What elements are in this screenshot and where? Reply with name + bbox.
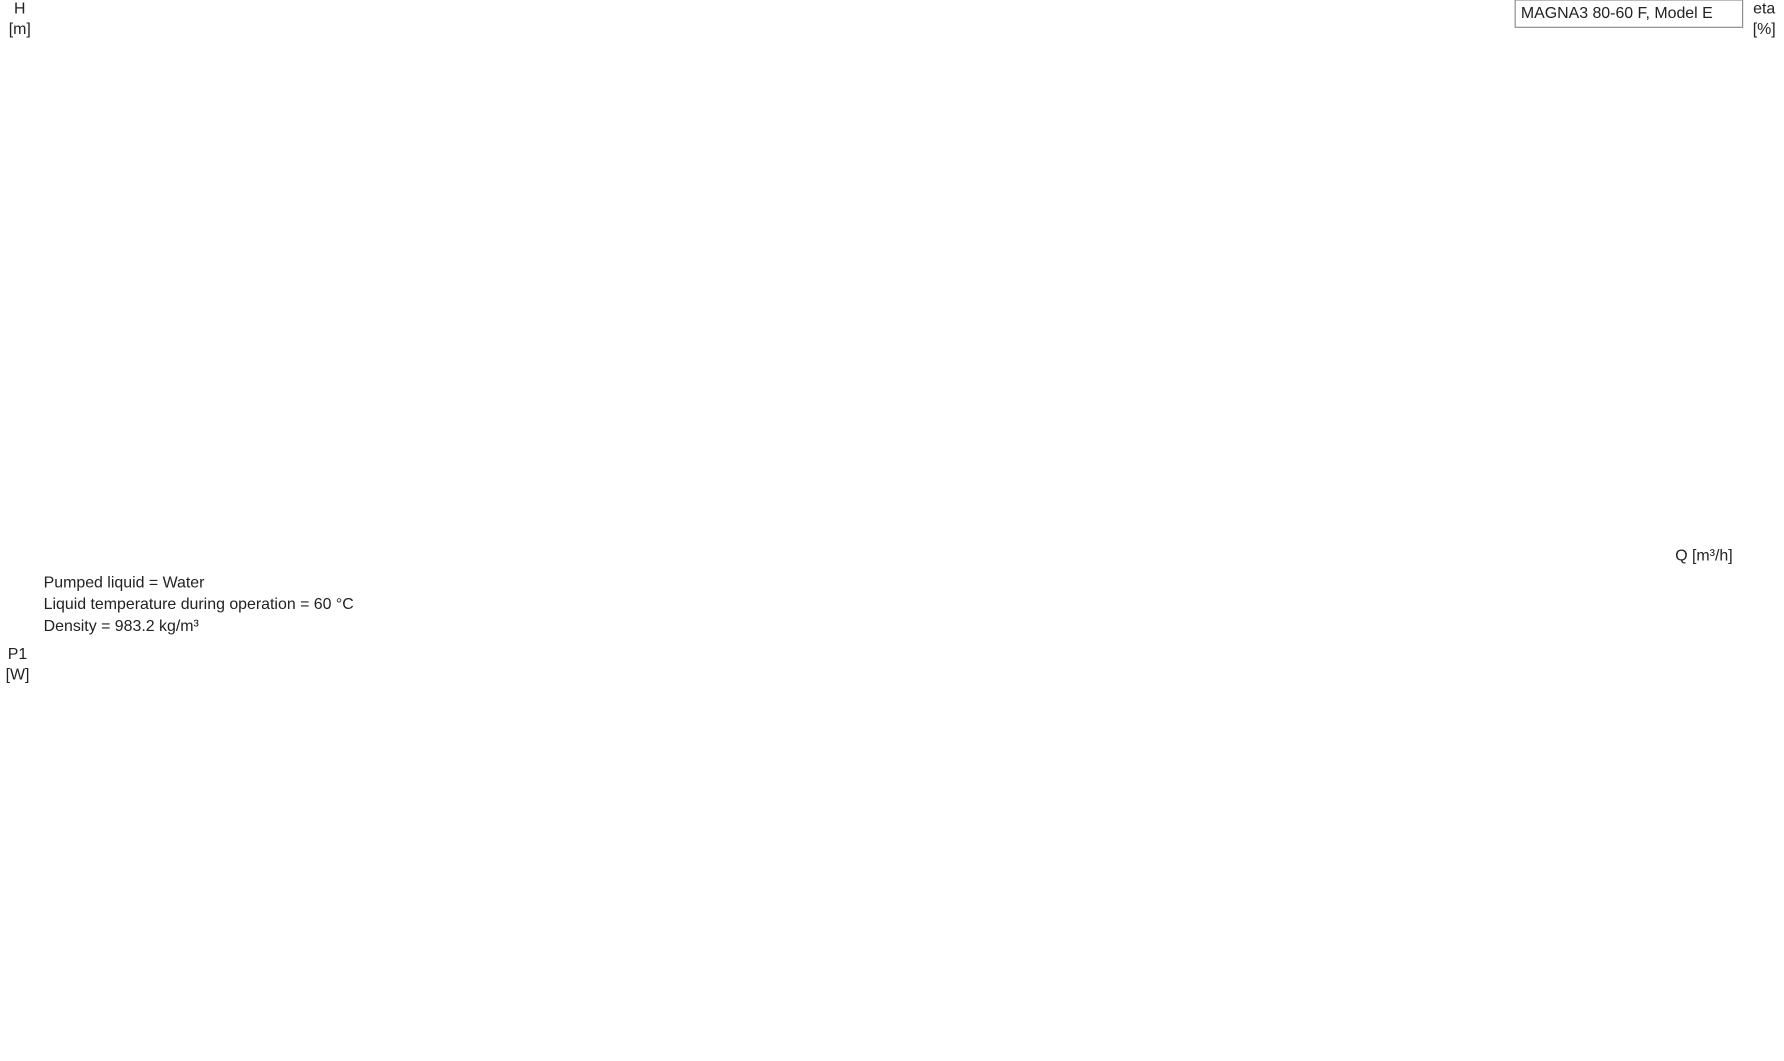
y-axis-unit: [W] — [6, 667, 30, 684]
label-box — [1514, 0, 1744, 28]
product-label: MAGNA3 80-60 F, Model E — [1521, 5, 1713, 22]
note: Liquid temperature during operation = 60… — [44, 596, 354, 613]
y-axis-unit: [m] — [9, 21, 31, 38]
y-axis-label: H — [14, 0, 25, 17]
note: Density = 983.2 kg/m³ — [44, 618, 199, 635]
x-axis-label: Q [m³/h] — [1675, 547, 1732, 564]
y-axis-label: P1 — [8, 646, 28, 663]
y2-axis-unit: [%] — [1753, 21, 1776, 38]
note: Pumped liquid = Water — [44, 575, 205, 592]
y2-axis-label: eta — [1753, 0, 1775, 17]
labels: MAGNA3 80-60 F, Model E Pumped liquid = … — [6, 0, 1776, 684]
